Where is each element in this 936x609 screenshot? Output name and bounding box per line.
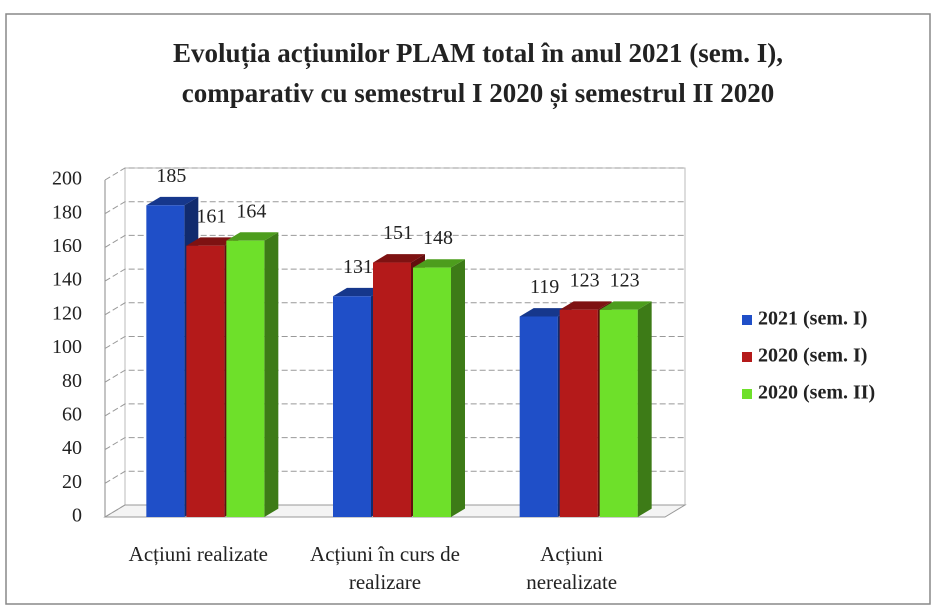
grid-line: [104, 504, 685, 518]
bar-top: [599, 301, 652, 310]
data-label: 123: [570, 269, 600, 291]
bar-front: [186, 245, 225, 517]
bar: [226, 232, 279, 517]
y-tick-label: 140: [52, 269, 82, 291]
data-label: 123: [610, 269, 640, 291]
chart-title: Evoluția acțiunilor PLAM total în anul 2…: [173, 38, 783, 69]
y-tick-label: 160: [52, 235, 82, 257]
chart-title: comparativ cu semestrul I 2020 și semest…: [182, 78, 774, 109]
bar-side: [637, 301, 652, 517]
bar-front: [146, 205, 185, 517]
legend-label: 2021 (sem. I): [758, 308, 867, 330]
bar: [599, 301, 652, 517]
grid-line: [104, 403, 685, 417]
bar-top: [333, 287, 385, 297]
x-tick-label: Acțiuni realizate: [128, 542, 268, 566]
y-tick-label: 20: [62, 471, 82, 493]
x-tick-label: Acțiuni nerealizate: [526, 542, 618, 594]
bar-front: [599, 309, 638, 517]
bar-top: [519, 308, 572, 317]
grid-line: [104, 470, 685, 484]
legend-swatch: [742, 315, 752, 325]
grid-line: [104, 234, 685, 248]
bar-side: [451, 259, 465, 517]
data-label: 164: [236, 200, 266, 222]
bar-front: [226, 240, 265, 517]
bar-top: [226, 232, 279, 241]
grid-line: [104, 268, 685, 282]
data-label: 151: [383, 222, 413, 244]
bar-front: [373, 262, 411, 517]
y-tick-label: 200: [52, 168, 82, 190]
bar-front: [413, 267, 451, 517]
legend-label: 2020 (sem. I): [758, 345, 867, 367]
grid-line: [104, 369, 685, 383]
y-tick-label: 40: [62, 437, 82, 459]
data-label: 161: [196, 205, 226, 227]
frame: [5, 13, 931, 605]
y-tick-label: 60: [62, 403, 82, 425]
legend-label: 2020 (sem. II): [758, 382, 875, 404]
y-tick-label: 100: [52, 336, 82, 358]
bar-front: [559, 309, 598, 517]
bar-side: [264, 232, 279, 517]
legend-swatch: [742, 389, 752, 399]
y-tick-label: 120: [52, 302, 82, 324]
grid-line: [104, 167, 685, 181]
y-tick-label: 0: [72, 505, 82, 527]
bar-top: [559, 301, 612, 310]
data-label: 148: [423, 227, 453, 249]
data-label: 119: [530, 276, 559, 298]
bar-top: [186, 237, 239, 246]
grid-line: [104, 336, 685, 349]
data-label: 131: [343, 256, 373, 278]
grid-line: [104, 201, 685, 215]
x-tick-label: Acțiuni în curs de realizare: [310, 542, 460, 594]
legend-swatch: [742, 352, 752, 362]
grid-line: [104, 437, 685, 451]
bar-front: [333, 296, 371, 517]
bar: [413, 259, 465, 517]
bar-top: [413, 259, 465, 268]
y-tick-label: 80: [62, 370, 82, 392]
bar-front: [519, 316, 558, 517]
data-label: 185: [156, 165, 186, 187]
grid-line: [104, 302, 685, 316]
bar-top: [373, 254, 425, 263]
bar-top: [146, 196, 199, 206]
y-tick-label: 180: [52, 201, 82, 223]
